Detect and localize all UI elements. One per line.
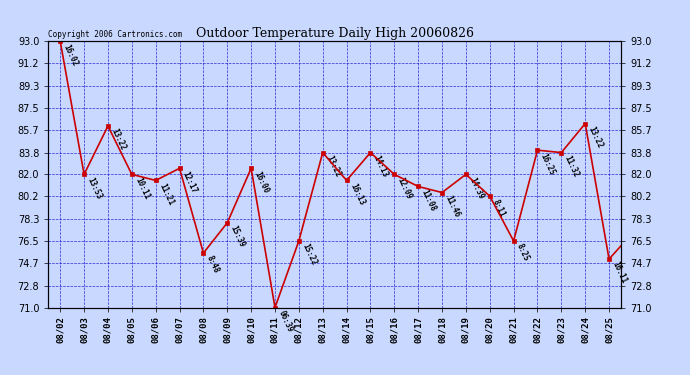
Text: 13:53: 13:53 [86, 176, 104, 201]
Text: 06:39: 06:39 [277, 309, 295, 334]
Text: Copyright 2006 Cartronics.com: Copyright 2006 Cartronics.com [48, 30, 182, 39]
Text: 8:48: 8:48 [205, 254, 221, 275]
Text: 8:11: 8:11 [491, 198, 507, 218]
Text: 12:09: 12:09 [395, 176, 413, 201]
Text: 16:00: 16:00 [253, 170, 270, 195]
Text: 16:11: 16:11 [611, 261, 629, 285]
Text: 15:39: 15:39 [228, 224, 246, 249]
Text: 11:21: 11:21 [157, 182, 175, 207]
Text: 11:32: 11:32 [563, 154, 581, 179]
Text: 13:22: 13:22 [324, 154, 342, 179]
Text: 12:17: 12:17 [181, 170, 199, 195]
Title: Outdoor Temperature Daily High 20060826: Outdoor Temperature Daily High 20060826 [196, 27, 473, 40]
Text: 17:30: 17:30 [0, 374, 1, 375]
Text: 8:25: 8:25 [515, 242, 531, 263]
Text: 16:13: 16:13 [348, 182, 366, 207]
Text: 11:08: 11:08 [420, 188, 437, 213]
Text: 15:22: 15:22 [300, 242, 318, 267]
Text: 13:22: 13:22 [586, 125, 604, 150]
Text: 16:02: 16:02 [61, 43, 79, 68]
Text: 11:46: 11:46 [444, 194, 462, 219]
Text: 10:11: 10:11 [133, 176, 151, 201]
Text: 14:39: 14:39 [467, 176, 485, 201]
Text: 14:13: 14:13 [372, 154, 390, 179]
Text: 16:25: 16:25 [539, 152, 557, 176]
Text: 13:22: 13:22 [109, 128, 127, 152]
